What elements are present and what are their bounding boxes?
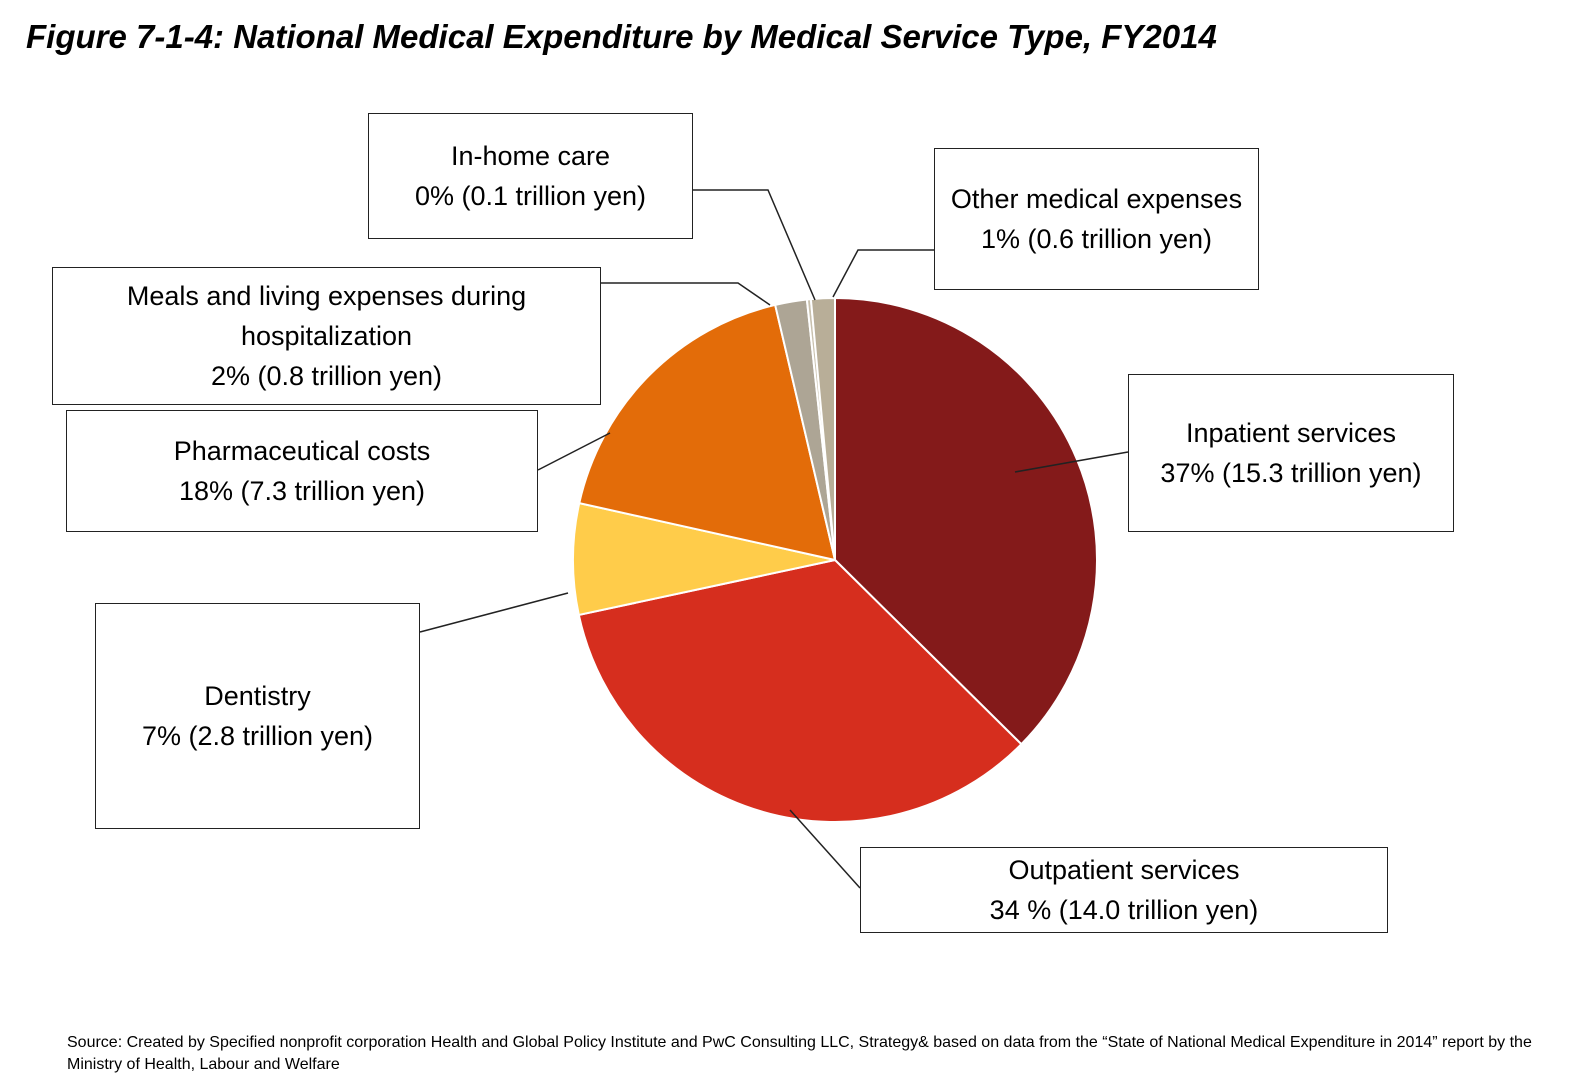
category-label: Outpatient services [1008,855,1240,885]
leader-line [693,189,816,301]
leader-line [537,432,611,471]
data-label-box: Dentistry 7% (2.8 trillion yen) [95,603,420,829]
pie-slice [809,296,836,561]
leader-line [1014,451,1129,473]
pie-slice [578,303,837,562]
pie-slice [577,558,1023,823]
leader-line [832,249,935,298]
value-label: 34 % (14.0 trillion yen) [989,895,1259,925]
value-label: 2% (0.8 trillion yen) [210,361,443,391]
data-label-box: Other medical expenses 1% (0.6 trillion y… [934,148,1259,290]
category-label: Inpatient services [1185,418,1397,448]
leader-line [600,282,771,306]
category-label: Meals and living expenses during hospita… [126,281,527,351]
data-label-box: Outpatient services 34 % (14.0 trillion y… [860,847,1388,933]
value-label: 18% (7.3 trillion yen) [178,476,426,506]
value-label: 7% (2.8 trillion yen) [141,721,374,751]
data-label-box: In-home care 0% (0.1 trillion yen) [368,113,693,239]
data-label-box: Meals and living expenses during hospita… [52,267,601,405]
leader-line [789,809,861,889]
value-label: 0% (0.1 trillion yen) [414,181,647,211]
chart-title: Figure 7-1-4: National Medical Expenditu… [26,18,1217,55]
data-label-box: Pharmaceutical costs 18% (7.3 trillion ye… [66,410,538,532]
leader-line [419,592,569,633]
data-label-box: Inpatient services 37% (15.3 trillion yen… [1128,374,1454,532]
value-label: 1% (0.6 trillion yen) [980,224,1213,254]
value-label: 37% (15.3 trillion yen) [1160,458,1422,488]
source-note: Source: Created by Specified nonprofit c… [67,1034,1532,1073]
pie-slice [834,296,1098,746]
pie-slice [572,501,836,617]
category-label: In-home care [450,141,611,171]
slices [572,296,1098,823]
leader-lines [419,189,1129,889]
category-label: Dentistry [204,681,311,711]
category-label: Pharmaceutical costs [173,436,431,466]
category-label: Other medical expenses [950,184,1243,214]
